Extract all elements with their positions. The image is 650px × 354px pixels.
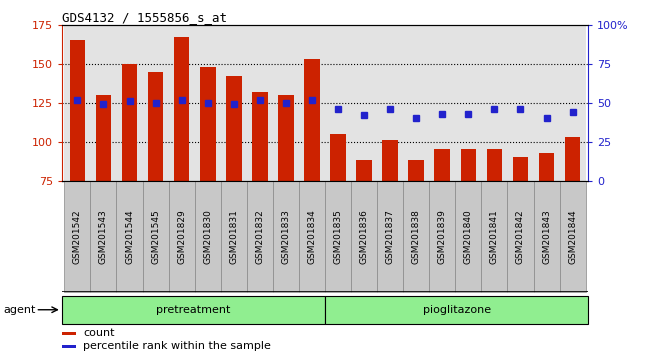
Bar [273, 25, 299, 181]
Text: GSM201839: GSM201839 [438, 209, 447, 264]
Bar [461, 149, 476, 181]
Bar [252, 92, 268, 181]
Bar [195, 25, 221, 181]
Text: GSM201542: GSM201542 [73, 209, 82, 264]
Bar [377, 25, 403, 181]
Bar [403, 181, 429, 292]
Text: pretreatment: pretreatment [156, 305, 231, 315]
Bar [64, 25, 90, 181]
Bar [356, 160, 372, 181]
Bar [325, 25, 351, 181]
Bar [330, 134, 346, 181]
Bar [482, 181, 508, 292]
Text: GSM201840: GSM201840 [464, 209, 473, 264]
Bar [90, 25, 116, 181]
Bar [508, 25, 534, 181]
Bar [70, 40, 85, 181]
Bar [534, 181, 560, 292]
Bar [408, 160, 424, 181]
Bar [168, 181, 195, 292]
Bar [304, 59, 320, 181]
Bar [273, 181, 299, 292]
Bar [148, 72, 163, 181]
Bar [560, 25, 586, 181]
Bar [351, 25, 377, 181]
Bar [62, 331, 76, 335]
Bar [487, 149, 502, 181]
Bar [195, 181, 221, 292]
Bar [200, 67, 216, 181]
Text: GSM201830: GSM201830 [203, 209, 212, 264]
Bar [247, 181, 273, 292]
Bar [62, 296, 325, 324]
Bar [299, 25, 325, 181]
Text: GSM201834: GSM201834 [307, 209, 317, 264]
Text: GSM201842: GSM201842 [516, 209, 525, 264]
Bar [560, 181, 586, 292]
Text: GSM201831: GSM201831 [229, 209, 239, 264]
Bar [142, 25, 168, 181]
Bar [429, 25, 455, 181]
Bar [325, 296, 588, 324]
Bar [429, 181, 455, 292]
Bar [64, 181, 90, 292]
Bar [247, 25, 273, 181]
Bar [278, 95, 294, 181]
Text: GDS4132 / 1555856_s_at: GDS4132 / 1555856_s_at [62, 11, 227, 24]
Text: GSM201837: GSM201837 [385, 209, 395, 264]
Bar [565, 137, 580, 181]
Text: GSM201545: GSM201545 [151, 209, 160, 264]
Bar [168, 25, 195, 181]
Text: agent: agent [3, 305, 36, 315]
Text: GSM201844: GSM201844 [568, 209, 577, 264]
Bar [534, 25, 560, 181]
Text: GSM201544: GSM201544 [125, 209, 134, 264]
Bar [482, 25, 508, 181]
Text: GSM201543: GSM201543 [99, 209, 108, 264]
Text: percentile rank within the sample: percentile rank within the sample [83, 341, 271, 352]
Bar [403, 25, 429, 181]
Text: GSM201833: GSM201833 [281, 209, 291, 264]
Text: GSM201835: GSM201835 [333, 209, 343, 264]
Bar [62, 345, 76, 348]
Text: GSM201841: GSM201841 [490, 209, 499, 264]
Bar [226, 76, 242, 181]
Text: GSM201836: GSM201836 [359, 209, 369, 264]
Bar [122, 64, 137, 181]
Bar [221, 25, 247, 181]
Text: count: count [83, 328, 114, 338]
Bar [434, 149, 450, 181]
Text: GSM201832: GSM201832 [255, 209, 265, 264]
Bar [513, 157, 528, 181]
Bar [221, 181, 247, 292]
Text: GSM201838: GSM201838 [411, 209, 421, 264]
Text: GSM201829: GSM201829 [177, 209, 186, 264]
Bar [174, 37, 189, 181]
Bar [299, 181, 325, 292]
Bar [325, 181, 351, 292]
Bar [382, 140, 398, 181]
Text: GSM201843: GSM201843 [542, 209, 551, 264]
Bar [377, 181, 403, 292]
Text: pioglitazone: pioglitazone [422, 305, 491, 315]
Bar [96, 95, 111, 181]
Bar [142, 181, 168, 292]
Bar [116, 181, 142, 292]
Bar [90, 181, 116, 292]
Bar [455, 181, 482, 292]
Bar [539, 153, 554, 181]
Bar [508, 181, 534, 292]
Bar [455, 25, 482, 181]
Bar [351, 181, 377, 292]
Bar [116, 25, 142, 181]
